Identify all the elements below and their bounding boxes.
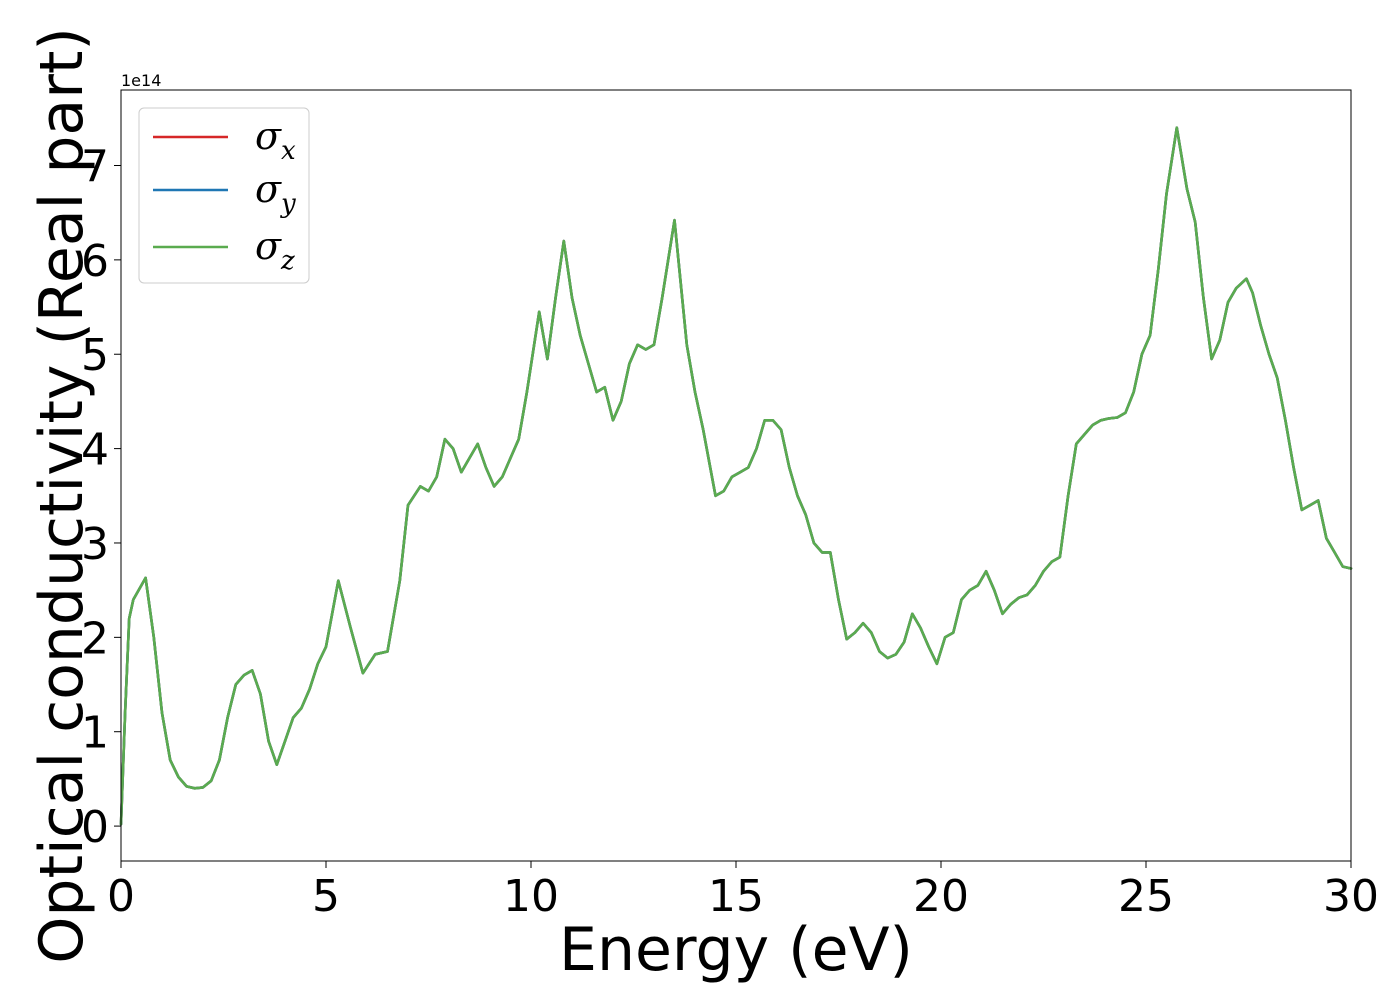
legend-label-3: σz [255, 224, 295, 276]
x-tick-label: 25 [1118, 871, 1174, 922]
x-tick-label: 30 [1323, 871, 1379, 922]
legend-label-1: σx [255, 114, 296, 166]
legend-box [138, 107, 310, 284]
y-tick-label: 3 [81, 519, 109, 570]
y-tick-label: 7 [81, 141, 109, 192]
y-tick-label: 1 [81, 708, 109, 759]
x-tick-label: 10 [503, 871, 559, 922]
y-tick-label: 4 [81, 425, 109, 476]
y-axis-ticks: 0 1 2 3 4 5 6 7 [81, 141, 121, 853]
legend-label-2: σy [255, 167, 296, 219]
y-tick-label: 0 [81, 802, 109, 853]
y-axis-offset-label: 1e14 [121, 71, 161, 90]
x-tick-label: 15 [708, 871, 764, 922]
x-tick-label: 20 [913, 871, 969, 922]
y-axis-label: Optical conductivity (Real part) [27, 27, 97, 964]
y-tick-label: 6 [81, 236, 109, 287]
x-axis-ticks: 0 5 10 15 20 25 30 [107, 861, 1379, 922]
series-layer [119, 126, 1353, 826]
x-tick-label: 5 [312, 871, 340, 922]
y-tick-label: 2 [81, 613, 109, 664]
x-axis-label: Energy (eV) [559, 915, 913, 985]
y-tick-label: 5 [81, 330, 109, 381]
series-line-3 [119, 126, 1353, 826]
x-tick-label: 0 [107, 871, 135, 922]
